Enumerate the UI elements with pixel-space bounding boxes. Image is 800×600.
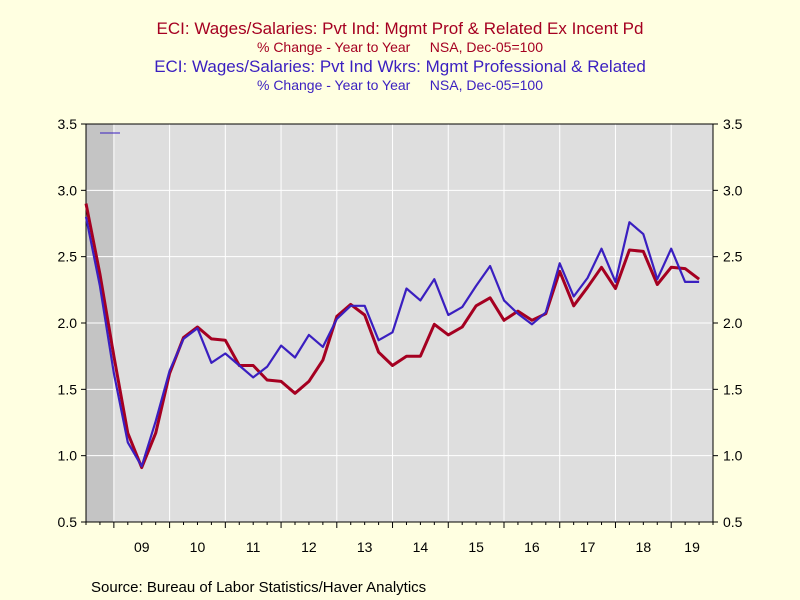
x-tick-label: 17 — [580, 539, 596, 555]
chart-titles: ECI: Wages/Salaries: Pvt Ind: Mgmt Prof … — [0, 0, 800, 93]
series2-subtitle: % Change - Year to Year NSA, Dec-05=100 — [256, 77, 544, 93]
x-tick-label: 18 — [636, 539, 652, 555]
source-note: Source: Bureau of Labor Statistics/Haver… — [91, 579, 427, 596]
series1-title: ECI: Wages/Salaries: Pvt Ind: Mgmt Prof … — [156, 19, 644, 38]
y-tick-label-right: 3.0 — [723, 182, 743, 198]
y-tick-label-left: 1.5 — [58, 381, 78, 397]
x-tick-label: 16 — [524, 539, 540, 555]
y-tick-label-right: 2.5 — [723, 249, 743, 265]
y-tick-label-right: 1.5 — [723, 381, 743, 397]
y-tick-label-left: 0.5 — [58, 514, 78, 530]
y-tick-label-right: 1.0 — [723, 448, 743, 464]
x-tick-label: 09 — [134, 539, 150, 555]
series2-title: ECI: Wages/Salaries: Pvt Ind Wkrs: Mgmt … — [154, 57, 646, 76]
y-tick-label-right: 2.0 — [723, 315, 743, 331]
x-tick-label: 19 — [684, 539, 700, 555]
x-tick-label: 15 — [468, 539, 484, 555]
y-tick-label-left: 3.0 — [58, 182, 78, 198]
y-tick-label-left: 1.0 — [58, 448, 78, 464]
x-tick-label: 11 — [246, 539, 261, 555]
y-tick-label-left: 3.5 — [58, 116, 78, 132]
series1-subtitle: % Change - Year to Year NSA, Dec-05=100 — [256, 39, 544, 55]
x-tick-label: 14 — [413, 539, 429, 555]
y-tick-label-left: 2.5 — [58, 249, 78, 265]
y-tick-label-right: 3.5 — [723, 116, 743, 132]
x-tick-label: 10 — [190, 539, 206, 555]
y-tick-label-right: 0.5 — [723, 514, 743, 530]
plot-frame — [85, 123, 714, 523]
x-tick-label: 13 — [357, 539, 373, 555]
y-tick-label-left: 2.0 — [58, 315, 78, 331]
x-tick-label: 12 — [301, 539, 317, 555]
